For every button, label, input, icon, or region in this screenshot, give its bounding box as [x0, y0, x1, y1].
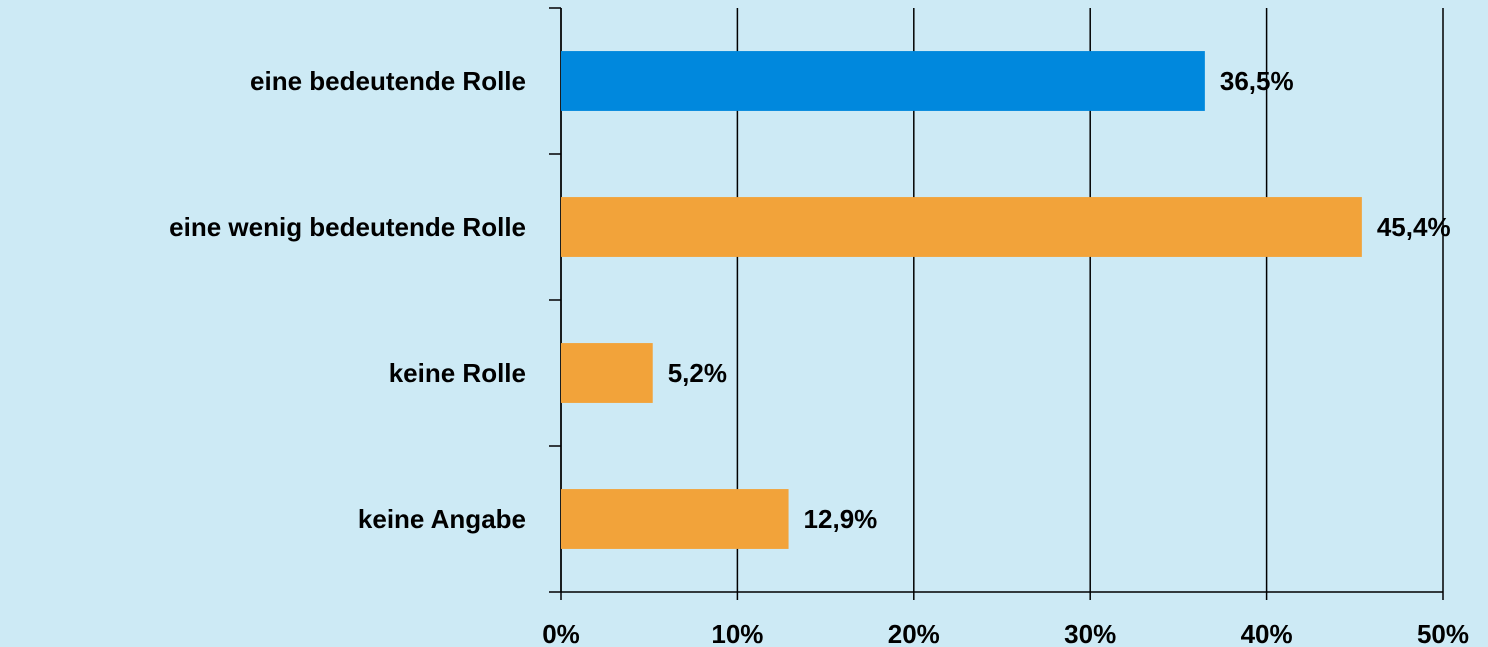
value-label: 12,9%: [804, 504, 878, 534]
value-label: 36,5%: [1220, 66, 1294, 96]
x-tick-label: 20%: [888, 619, 940, 647]
value-label: 5,2%: [668, 358, 727, 388]
y-tick-label: eine bedeutende Rolle: [250, 66, 526, 96]
bar: [561, 51, 1205, 111]
x-tick-label: 10%: [711, 619, 763, 647]
y-tick-label: eine wenig bedeutende Rolle: [169, 212, 526, 242]
bar: [561, 197, 1362, 257]
bar: [561, 343, 653, 403]
y-tick-label: keine Angabe: [358, 504, 526, 534]
x-tick-label: 40%: [1241, 619, 1293, 647]
x-tick-label: 50%: [1417, 619, 1469, 647]
bar: [561, 489, 789, 549]
x-tick-label: 0%: [542, 619, 580, 647]
x-tick-label: 30%: [1064, 619, 1116, 647]
value-label: 45,4%: [1377, 212, 1451, 242]
y-tick-label: keine Rolle: [389, 358, 526, 388]
